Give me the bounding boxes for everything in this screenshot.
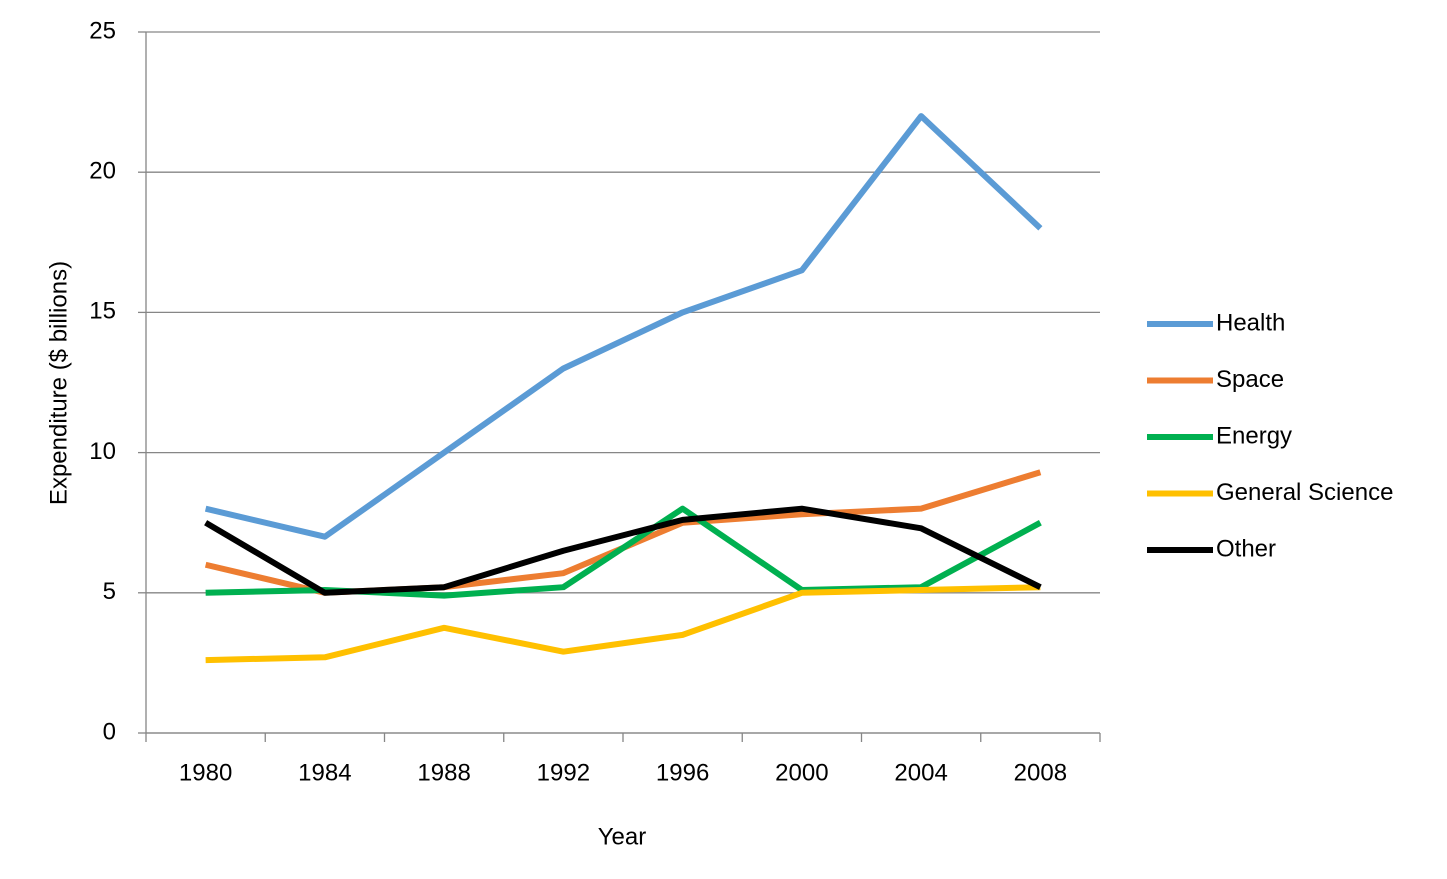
y-tick-label: 5	[103, 578, 116, 605]
x-tick-label: 1988	[417, 759, 470, 786]
x-tick-label: 1996	[656, 759, 709, 786]
x-tick-label: 2000	[775, 759, 828, 786]
legend-label: General Science	[1216, 479, 1393, 506]
y-tick-label: 20	[89, 158, 116, 185]
x-tick-label: 2008	[1014, 759, 1067, 786]
legend-label: Energy	[1216, 422, 1292, 449]
x-tick-label: 2004	[894, 759, 947, 786]
y-tick-label: 15	[89, 298, 116, 325]
y-tick-label: 0	[103, 718, 116, 745]
series-line	[204, 505, 1042, 596]
y-tick-label: 10	[89, 438, 116, 465]
x-axis-label: Year	[598, 823, 647, 850]
series-line	[205, 584, 1041, 664]
legend-label: Other	[1216, 535, 1276, 562]
legend-label: Space	[1216, 366, 1284, 393]
series-line	[204, 113, 1043, 540]
series-line	[205, 505, 1042, 599]
y-axis-label: Expenditure ($ billions)	[45, 261, 72, 505]
x-tick-label: 1984	[298, 759, 351, 786]
x-tick-label: 1980	[179, 759, 232, 786]
legend-label: Health	[1216, 309, 1285, 336]
y-tick-label: 25	[89, 17, 116, 44]
x-tick-label: 1992	[537, 759, 590, 786]
